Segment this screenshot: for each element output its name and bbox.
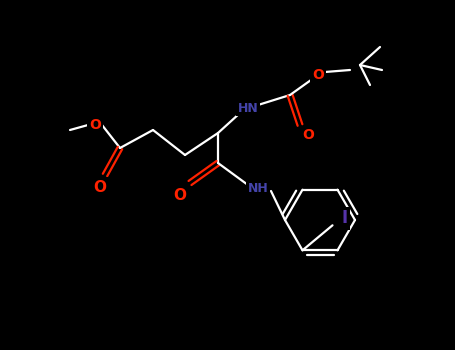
Text: O: O xyxy=(89,118,101,132)
Text: O: O xyxy=(302,128,314,142)
Text: HN: HN xyxy=(238,102,258,114)
Text: O: O xyxy=(173,188,187,203)
Text: O: O xyxy=(93,180,106,195)
Text: NH: NH xyxy=(248,182,268,195)
Text: I: I xyxy=(341,209,348,227)
Text: O: O xyxy=(312,68,324,82)
